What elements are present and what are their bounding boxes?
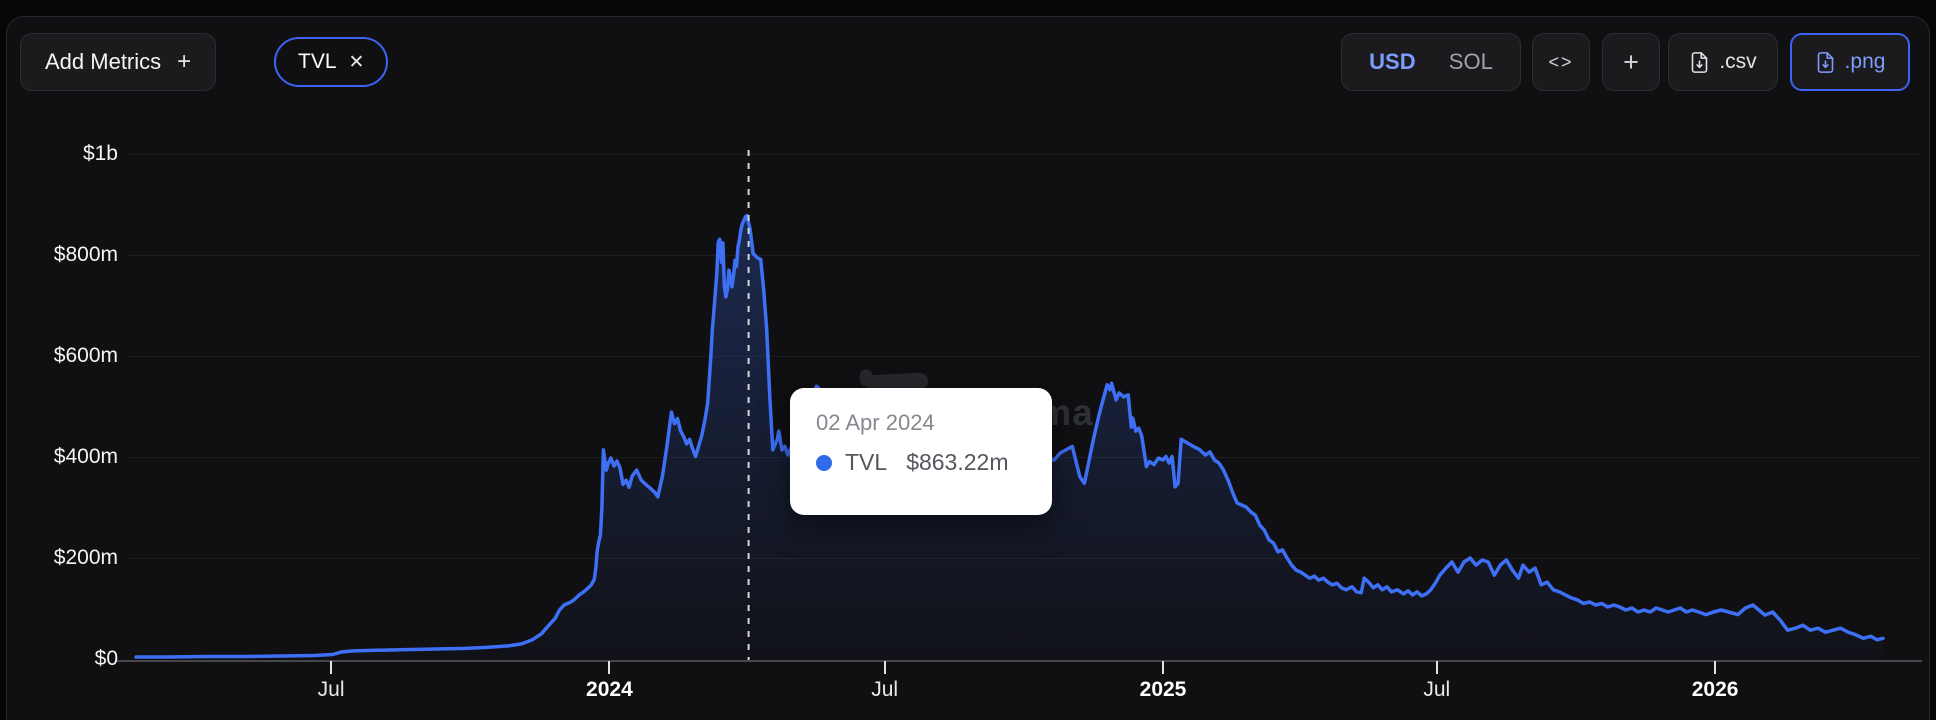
gridline [126,154,1920,155]
x-axis-tick [1435,661,1438,674]
x-axis-tick [330,661,333,674]
x-axis-line [116,660,1922,662]
png-label: .png [1844,50,1886,73]
close-icon[interactable]: ✕ [348,51,365,73]
embed-code-button[interactable]: <> [1532,33,1590,91]
x-axis-label: 2024 [586,678,633,701]
download-csv-button[interactable]: .csv [1668,33,1778,91]
y-axis-label: $1b [82,142,118,165]
tvl-line [134,213,1885,659]
x-axis-label: 2025 [1139,678,1187,701]
gridline [126,356,1920,357]
tooltip-row: TVL $863.22m [816,449,1026,476]
metric-chip-label: TVL [298,50,337,73]
x-axis-tick [1714,661,1717,674]
plus-icon: + [177,48,192,75]
y-axis-label: $200m [53,546,118,569]
tooltip-value: $863.22m [906,449,1009,475]
x-axis-label: Jul [871,678,899,701]
add-metrics-label: Add Metrics [45,49,162,74]
tooltip-series-name: TVL [845,449,888,475]
tooltip-date: 02 Apr 2024 [816,410,935,435]
x-axis-label: Jul [317,678,345,701]
x-axis-tick [608,661,611,674]
add-metrics-button[interactable]: Add Metrics + [20,33,217,91]
gridline [126,255,1920,256]
csv-label: .csv [1719,50,1757,73]
x-axis-label: 2026 [1691,678,1739,701]
file-download-icon [1692,51,1708,73]
currency-option-usd[interactable]: USD [1369,49,1416,74]
y-axis-label: $800m [53,243,118,266]
metric-chip-tvl[interactable]: TVL ✕ [274,37,389,87]
add-chart-button[interactable]: + [1602,33,1660,91]
plus-icon: + [1623,46,1639,77]
x-axis-tick [1162,661,1164,674]
x-axis-label: Jul [1423,678,1451,701]
y-axis-label: $0 [94,647,118,670]
x-axis-tick [883,661,886,674]
watermark-llama-icon [858,366,932,401]
series-dot-icon [816,454,832,471]
file-download-icon [1817,51,1833,73]
code-brackets-icon: <> [1548,51,1574,72]
y-axis-label: $400m [53,445,118,468]
currency-toggle: USD SOL [1341,33,1521,91]
y-axis-label: $600m [53,344,118,367]
download-png-button[interactable]: .png [1790,33,1910,91]
currency-option-sol[interactable]: SOL [1448,49,1493,74]
chart-tooltip: 02 Apr 2024 TVL $863.22m [790,388,1052,515]
